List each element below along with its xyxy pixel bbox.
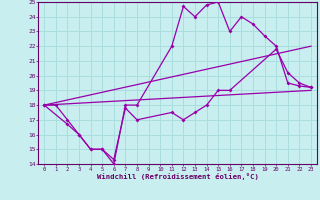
X-axis label: Windchill (Refroidissement éolien,°C): Windchill (Refroidissement éolien,°C) bbox=[97, 173, 259, 180]
